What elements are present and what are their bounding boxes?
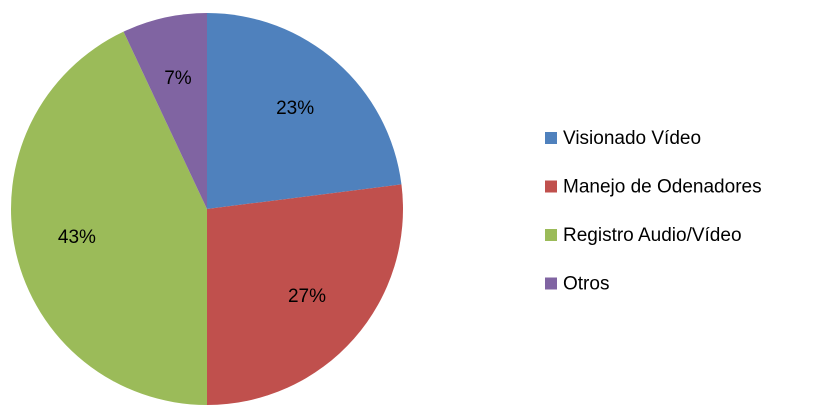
legend-swatch xyxy=(545,180,557,193)
legend-label: Otros xyxy=(563,274,609,295)
pie-slice xyxy=(207,184,403,405)
pie-slice xyxy=(123,13,207,209)
data-label: 27% xyxy=(288,286,326,307)
legend-swatch xyxy=(545,229,557,241)
pie-slice xyxy=(207,13,402,209)
pie-slice xyxy=(11,31,207,405)
legend-swatch xyxy=(545,277,557,290)
legend-label: Visionado Vídeo xyxy=(563,128,701,149)
data-label: 43% xyxy=(58,227,96,248)
legend-label: Manejo de Odenadores xyxy=(563,177,762,198)
data-label: 7% xyxy=(164,68,192,89)
legend-label: Registro Audio/Vídeo xyxy=(563,225,742,246)
data-label: 23% xyxy=(276,98,314,119)
legend-swatch xyxy=(545,132,557,144)
